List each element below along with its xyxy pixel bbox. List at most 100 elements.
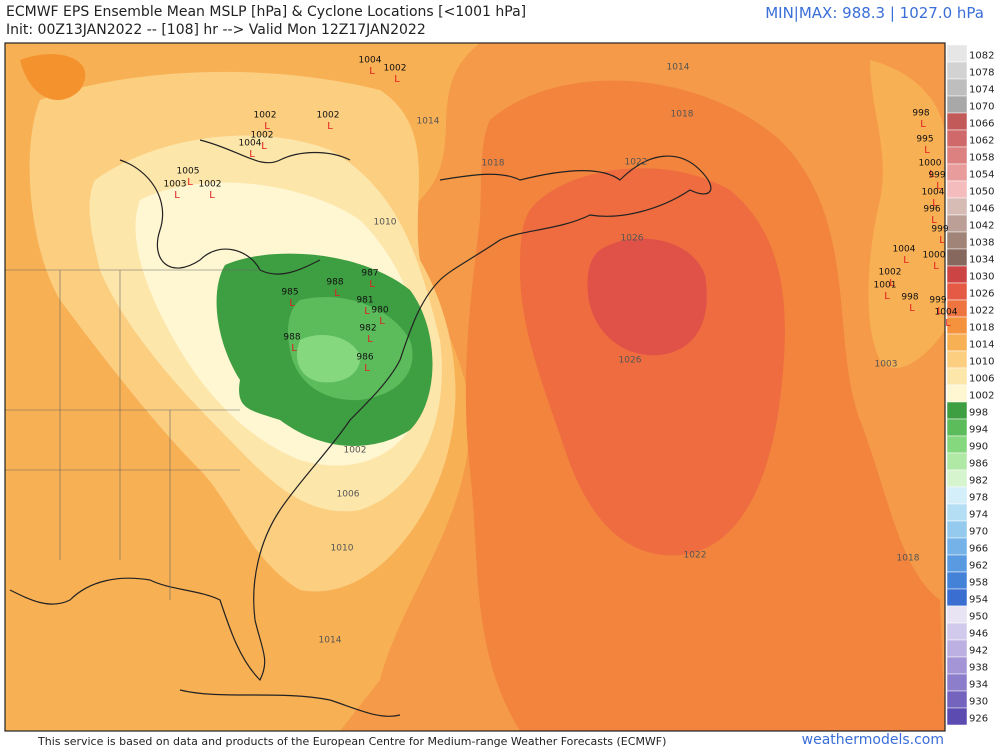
colorbar-swatch bbox=[946, 554, 968, 573]
colorbar-label: 1018 bbox=[969, 323, 994, 334]
contour-label: 1010 bbox=[374, 218, 397, 228]
colorbar-label: 1030 bbox=[969, 272, 994, 283]
colorbar-label: 982 bbox=[969, 476, 988, 487]
coastlines bbox=[9, 139, 712, 717]
colorbar-label: 1078 bbox=[969, 68, 994, 79]
colorbar-label: 998 bbox=[969, 408, 988, 419]
contour-label: 1014 bbox=[667, 63, 690, 73]
contour-label: 1026 bbox=[619, 356, 642, 366]
colorbar-label: 990 bbox=[969, 442, 988, 453]
colorbar-swatch bbox=[946, 503, 968, 522]
cyclone-marker: L bbox=[920, 119, 926, 130]
contour-label: 1022 bbox=[684, 551, 707, 561]
contour-label: 1026 bbox=[621, 234, 644, 244]
colorbar-swatch bbox=[946, 78, 968, 97]
colorbar-label: 978 bbox=[969, 493, 988, 504]
colorbar-swatch bbox=[946, 265, 968, 284]
cyclone-marker: L bbox=[933, 261, 939, 272]
cyclone-marker: L bbox=[364, 363, 370, 374]
cyclone-marker: L bbox=[327, 121, 333, 132]
credit: This service is based on data and produc… bbox=[38, 735, 667, 748]
contour-label: 1003 bbox=[875, 360, 898, 370]
colorbar-swatch bbox=[946, 197, 968, 216]
colorbar-swatch bbox=[946, 435, 968, 454]
colorbar-label: 1014 bbox=[969, 340, 994, 351]
colorbar-label: 1038 bbox=[969, 238, 994, 249]
colorbar-swatch bbox=[946, 707, 968, 726]
colorbar-label: 946 bbox=[969, 629, 988, 640]
colorbar-swatch bbox=[946, 61, 968, 80]
cyclone-marker: L bbox=[264, 121, 270, 132]
cyclone-pressure: 1004 bbox=[239, 139, 262, 149]
min-max: MIN|MAX: 988.3 | 1027.0 hPa bbox=[765, 4, 984, 22]
colorbar-swatch bbox=[946, 673, 968, 692]
cyclone-marker: L bbox=[291, 343, 297, 354]
cyclone-marker: L bbox=[936, 181, 942, 192]
colorbar-swatch bbox=[946, 656, 968, 675]
contour-label: 1010 bbox=[331, 544, 354, 554]
cyclone-pressure: 982 bbox=[359, 324, 376, 334]
cyclone-pressure: 1001 bbox=[874, 281, 897, 291]
colorbar-label: 1006 bbox=[969, 374, 994, 385]
pressure-field bbox=[5, 43, 945, 731]
colorbar-label: 942 bbox=[969, 646, 988, 657]
cyclone-pressure: 998 bbox=[912, 109, 929, 119]
colorbar-label: 1082 bbox=[969, 51, 994, 62]
cyclone-pressure: 1002 bbox=[251, 131, 274, 141]
cyclone-pressure: 1004 bbox=[359, 56, 382, 66]
colorbar-label: 1054 bbox=[969, 170, 994, 181]
colorbar-swatch bbox=[946, 95, 968, 114]
colorbar-label: 1062 bbox=[969, 136, 994, 147]
colorbar-label: 974 bbox=[969, 510, 988, 521]
cyclone-pressure: 998 bbox=[901, 293, 918, 303]
colorbar-label: 938 bbox=[969, 663, 988, 674]
cyclone-marker: L bbox=[369, 279, 375, 290]
colorbar-swatch bbox=[946, 571, 968, 590]
cyclone-pressure: 1000 bbox=[923, 251, 946, 261]
colorbar-label: 1058 bbox=[969, 153, 994, 164]
colorbar-swatch bbox=[946, 163, 968, 182]
colorbar-swatch bbox=[946, 605, 968, 624]
contour-label: 1022 bbox=[625, 158, 648, 168]
colorbar-swatch bbox=[946, 367, 968, 386]
contour-label: 1002 bbox=[344, 446, 367, 456]
cyclone-marker: L bbox=[209, 190, 215, 201]
contour-label: 1014 bbox=[319, 636, 342, 646]
cyclone-pressure: 999 bbox=[929, 296, 946, 306]
colorbar-swatch bbox=[946, 690, 968, 709]
colorbar-swatch bbox=[946, 44, 968, 63]
colorbar-swatch bbox=[946, 452, 968, 471]
cyclone-marker: L bbox=[939, 235, 945, 246]
field-1026 bbox=[587, 238, 707, 356]
cyclone-marker: L bbox=[937, 306, 943, 317]
colorbar-label: 1050 bbox=[969, 187, 994, 198]
cyclone-pressure: 1002 bbox=[199, 180, 222, 190]
cyclone-pressure: 1000 bbox=[919, 159, 942, 169]
cyclone-pressure: 1003 bbox=[164, 180, 187, 190]
colorbar-label: 1010 bbox=[969, 357, 994, 368]
colorbar-swatch bbox=[946, 537, 968, 556]
cyclone-marker: L bbox=[249, 149, 255, 160]
cyclone-marker: L bbox=[884, 291, 890, 302]
colorbar-swatch bbox=[946, 486, 968, 505]
cyclone-pressure: 986 bbox=[356, 353, 373, 363]
cyclone-marker: L bbox=[261, 141, 267, 152]
contour-label: 1018 bbox=[897, 554, 920, 564]
colorbar-label: 1002 bbox=[969, 391, 994, 402]
colorbar-label: 1042 bbox=[969, 221, 994, 232]
colorbar-swatch bbox=[946, 112, 968, 131]
colorbar-label: 966 bbox=[969, 544, 988, 555]
colorbar-label: 954 bbox=[969, 595, 988, 606]
colorbar-label: 1066 bbox=[969, 119, 994, 130]
colorbar-label: 970 bbox=[969, 527, 988, 538]
colorbar-swatch bbox=[946, 350, 968, 369]
cyclone-pressure: 1002 bbox=[317, 111, 340, 121]
cyclone-pressure: 980 bbox=[371, 306, 388, 316]
colorbar-swatch bbox=[946, 282, 968, 301]
cyclone-pressure: 985 bbox=[281, 288, 298, 298]
colorbar-label: 1026 bbox=[969, 289, 994, 300]
colorbar-swatch bbox=[946, 622, 968, 641]
contour-label: 1014 bbox=[417, 117, 440, 127]
cyclone-marker: L bbox=[174, 190, 180, 201]
